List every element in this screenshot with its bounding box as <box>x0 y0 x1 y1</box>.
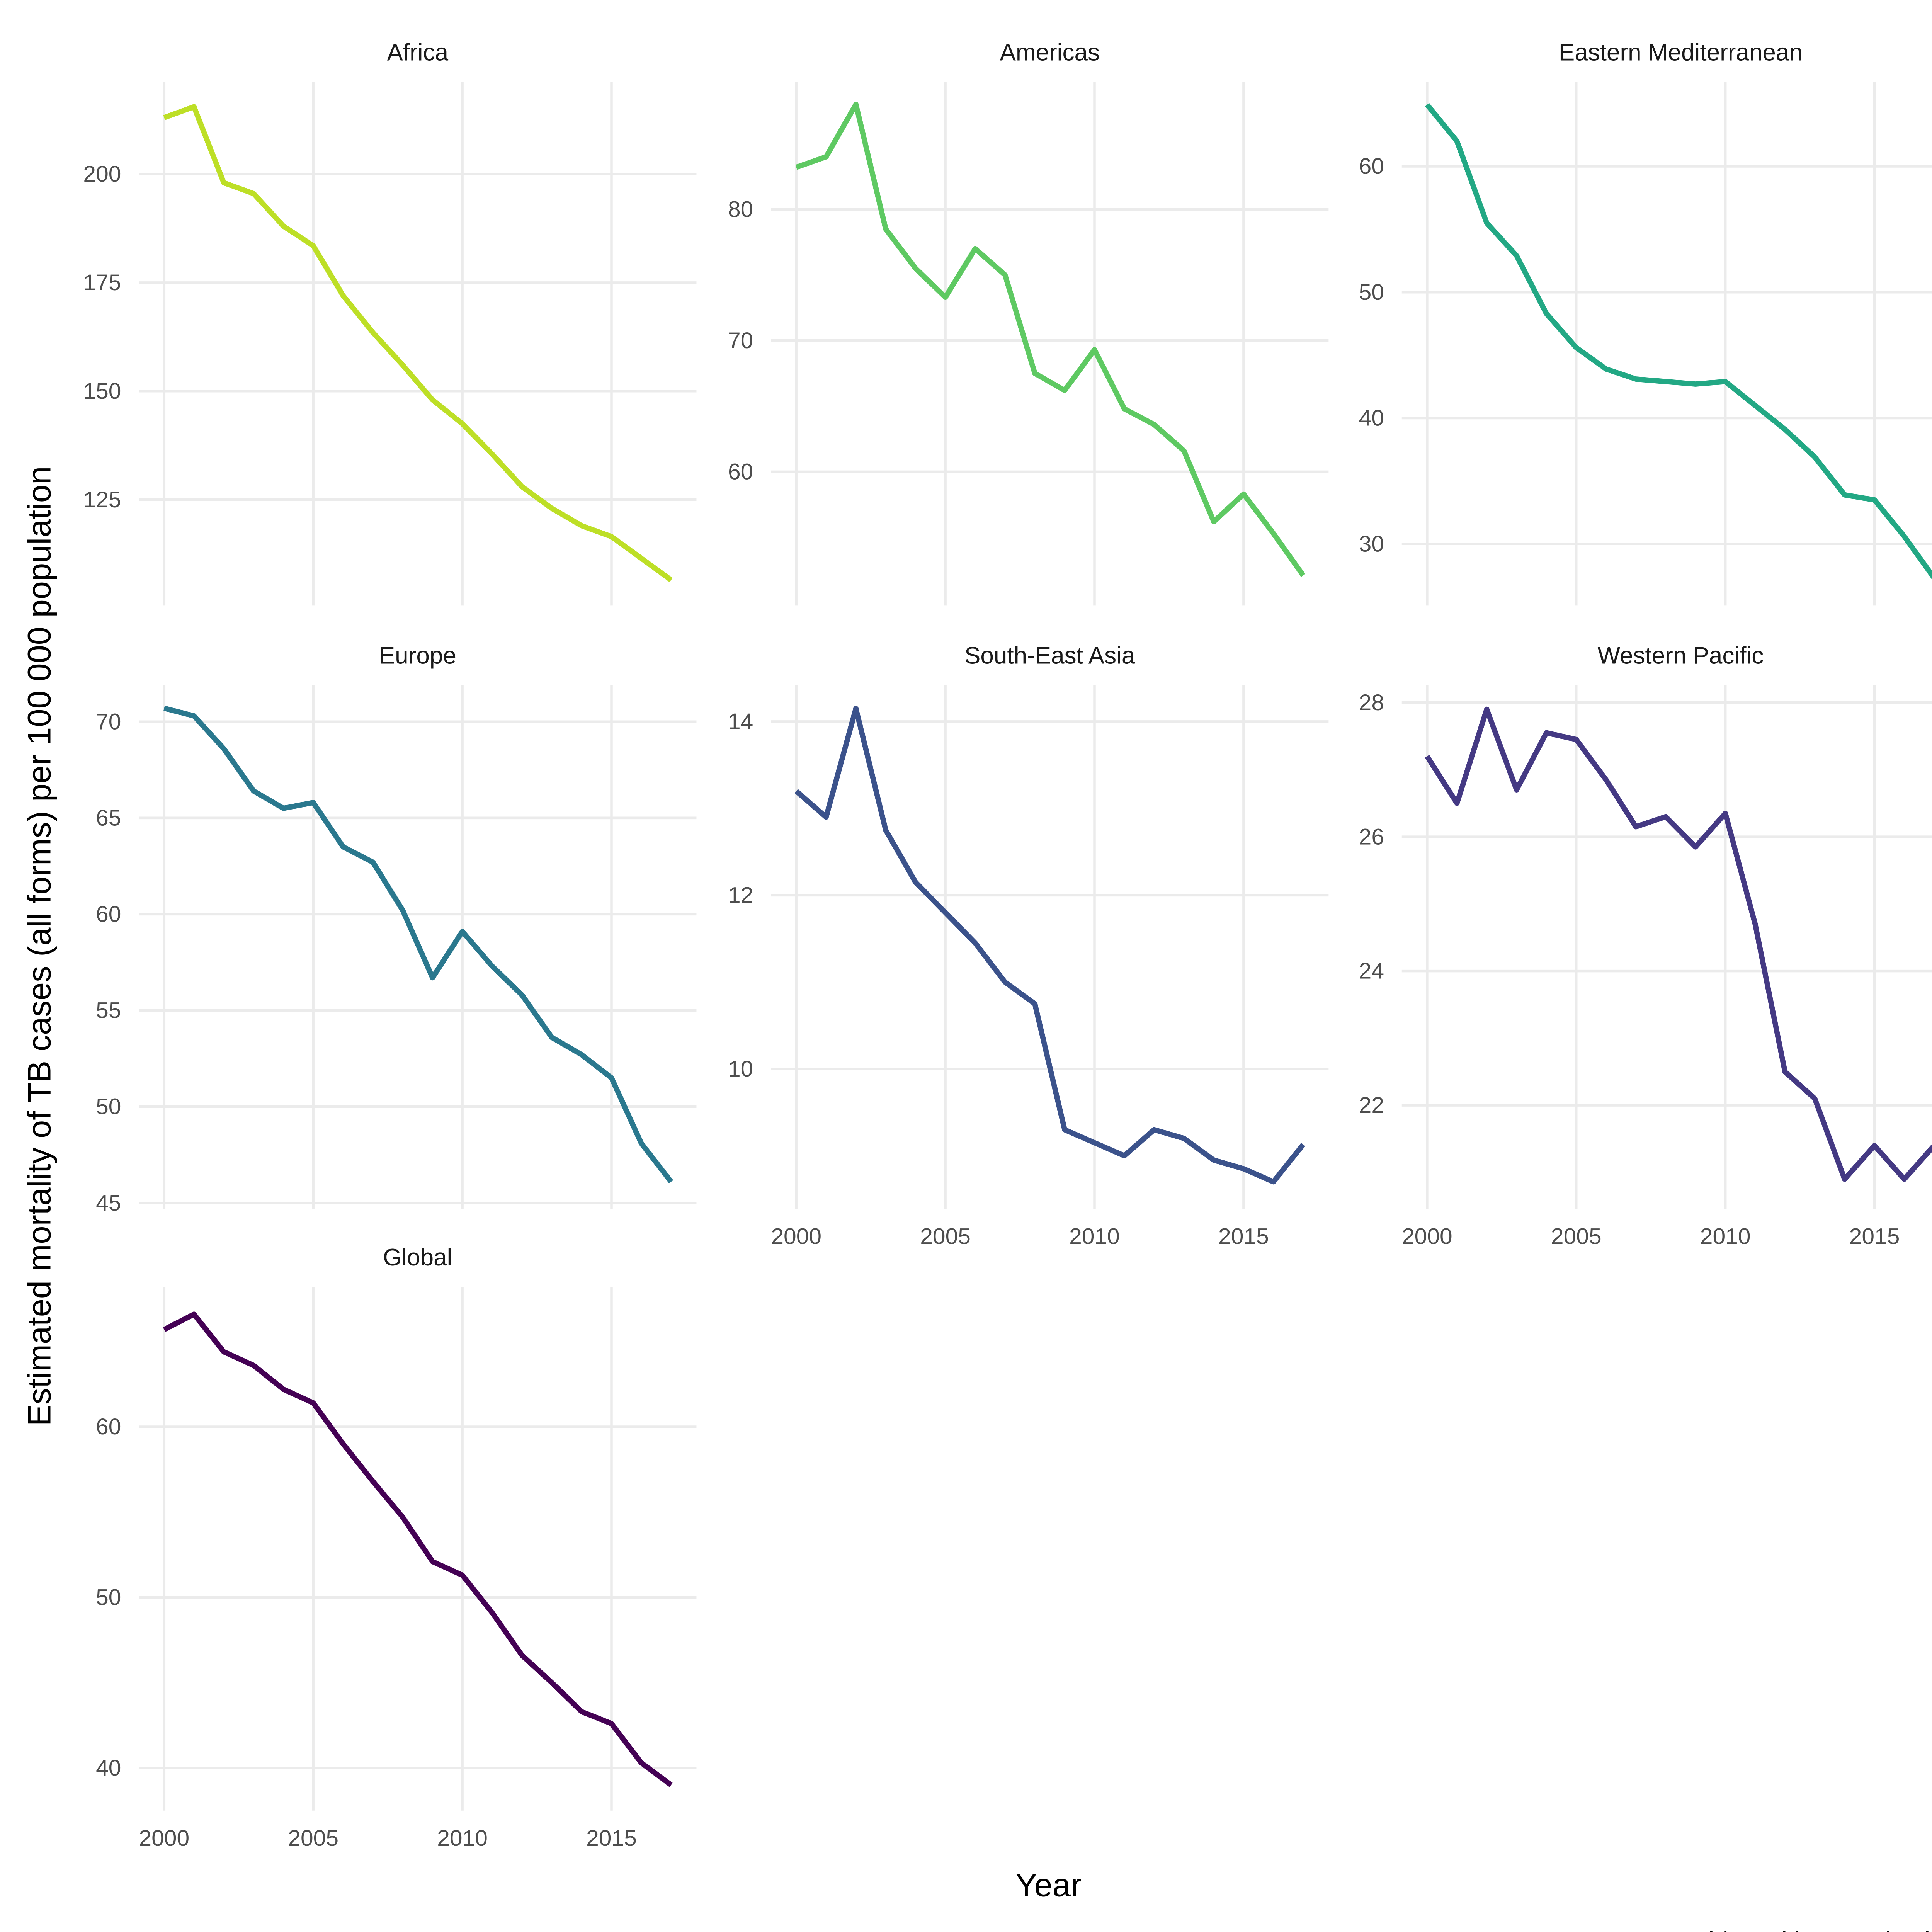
x-tick-label: 2015 <box>1218 1224 1269 1249</box>
y-tick-label: 14 <box>728 709 753 734</box>
y-tick-label: 125 <box>83 487 121 512</box>
data-line <box>163 104 673 582</box>
panel: South-East Asia 2000 2005 2010 2015 10 12 14 <box>728 643 1329 1249</box>
y-tick-label: 70 <box>96 709 121 734</box>
panel: Africa 125 150 175 200 <box>83 39 697 606</box>
panel-title: South-East Asia <box>964 643 1135 669</box>
y-tick-label: 45 <box>96 1190 121 1216</box>
y-tick-label: 28 <box>1359 690 1384 715</box>
x-tick-label: 2015 <box>586 1826 637 1851</box>
panel-title: Americas <box>1000 39 1100 66</box>
y-tick-label: 50 <box>1359 280 1384 305</box>
panel-title: Africa <box>387 39 449 66</box>
y-tick-label: 10 <box>728 1056 753 1082</box>
x-tick-label: 2010 <box>437 1826 488 1851</box>
panel-title: Western Pacific <box>1597 643 1764 669</box>
data-line <box>1425 706 1932 1182</box>
x-tick-label: 2015 <box>1849 1224 1900 1249</box>
panel: Global 2000 2005 2010 2015 40 50 60 <box>96 1244 697 1851</box>
y-tick-label: 60 <box>96 1414 121 1439</box>
x-tick-label: 2005 <box>288 1826 338 1851</box>
y-tick-label: 65 <box>96 805 121 830</box>
x-tick-label: 2000 <box>1402 1224 1452 1249</box>
x-axis-title: Year <box>1015 1867 1082 1903</box>
y-tick-label: 22 <box>1359 1093 1384 1118</box>
y-tick-label: 60 <box>96 902 121 927</box>
data-line <box>163 706 673 1184</box>
y-tick-label: 50 <box>96 1585 121 1610</box>
panel: Americas 60 70 80 <box>728 39 1329 606</box>
x-tick-label: 2005 <box>1551 1224 1602 1249</box>
x-tick-label: 2000 <box>771 1224 821 1249</box>
y-tick-label: 50 <box>96 1094 121 1119</box>
x-tick-label: 2005 <box>920 1224 971 1249</box>
panel: Europe 45 50 55 60 65 70 <box>96 643 697 1216</box>
y-tick-label: 40 <box>1359 406 1384 431</box>
y-tick-label: 60 <box>728 459 753 485</box>
panel: Western Pacific 2000 2005 2010 2015 22 24 26 28 <box>1359 643 1932 1249</box>
data-line <box>163 1311 673 1787</box>
panel-title: Europe <box>379 643 456 669</box>
data-line <box>1425 103 1932 580</box>
y-tick-label: 30 <box>1359 531 1384 556</box>
y-tick-label: 60 <box>1359 154 1384 179</box>
data-line <box>795 102 1306 577</box>
y-tick-label: 40 <box>96 1755 121 1781</box>
y-tick-label: 200 <box>83 162 121 187</box>
panel-title: Global <box>383 1244 452 1271</box>
caption: Source: World Health Organisation <box>1569 1927 1932 1932</box>
y-tick-label: 175 <box>83 270 121 295</box>
x-tick-label: 2010 <box>1700 1224 1751 1249</box>
y-tick-label: 80 <box>728 197 753 222</box>
panel: Eastern Mediterranean 30 40 50 60 <box>1359 39 1932 606</box>
y-tick-label: 12 <box>728 883 753 908</box>
panel-title: Eastern Mediterranean <box>1559 39 1803 66</box>
y-tick-label: 150 <box>83 379 121 404</box>
y-tick-label: 55 <box>96 998 121 1023</box>
y-tick-label: 24 <box>1359 959 1384 984</box>
y-tick-label: 26 <box>1359 824 1384 849</box>
y-tick-label: 70 <box>728 328 753 353</box>
x-tick-label: 2000 <box>139 1826 189 1851</box>
y-axis-title: Estimated mortality of TB cases (all for… <box>21 466 58 1427</box>
data-line <box>794 706 1306 1185</box>
x-tick-label: 2010 <box>1069 1224 1120 1249</box>
